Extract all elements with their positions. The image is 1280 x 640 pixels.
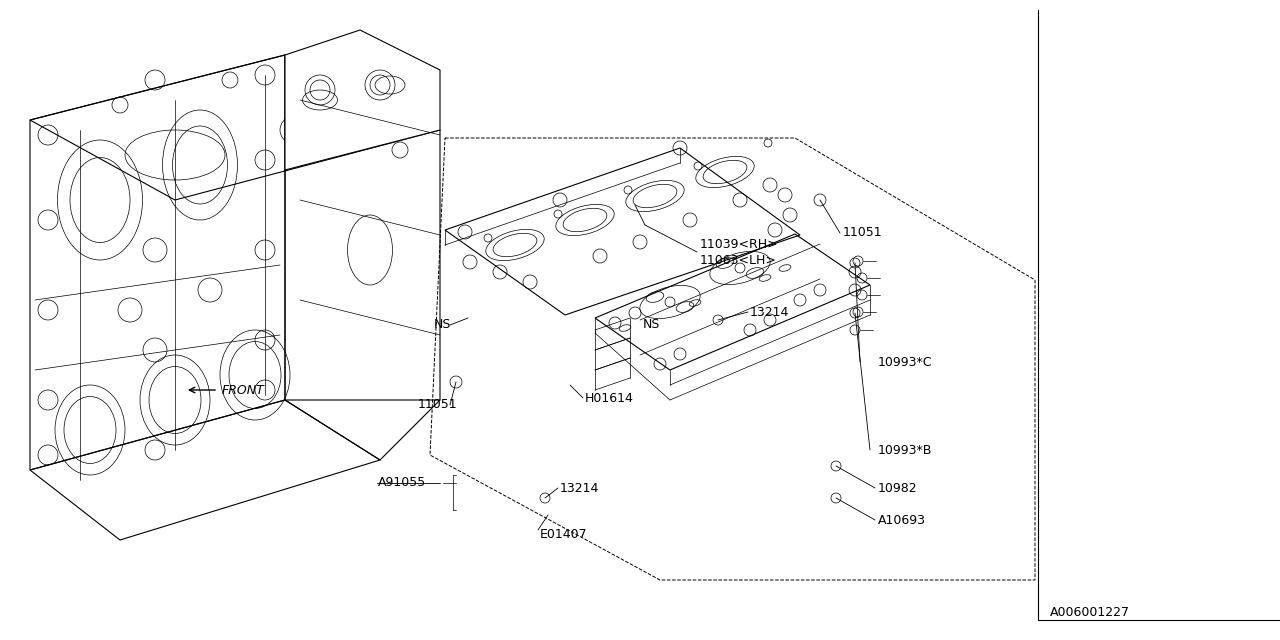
Text: 10982: 10982 (878, 481, 918, 495)
Text: H01614: H01614 (585, 392, 634, 404)
Text: A10693: A10693 (878, 513, 925, 527)
Text: A006001227: A006001227 (1050, 605, 1130, 618)
Text: 11051: 11051 (419, 399, 458, 412)
Text: 13214: 13214 (561, 481, 599, 495)
Text: 13214: 13214 (750, 305, 790, 319)
Text: NS: NS (643, 319, 660, 332)
Polygon shape (285, 30, 440, 170)
Text: FRONT: FRONT (221, 383, 265, 397)
Text: 10993*B: 10993*B (878, 444, 932, 456)
Text: 10993*C: 10993*C (878, 355, 933, 369)
Text: 11051: 11051 (844, 227, 883, 239)
Text: 11039<RH>: 11039<RH> (700, 237, 778, 250)
Text: NS: NS (434, 319, 452, 332)
Text: A91055: A91055 (378, 477, 426, 490)
Text: 11063<LH>: 11063<LH> (700, 253, 777, 266)
Text: E01407: E01407 (540, 527, 588, 541)
